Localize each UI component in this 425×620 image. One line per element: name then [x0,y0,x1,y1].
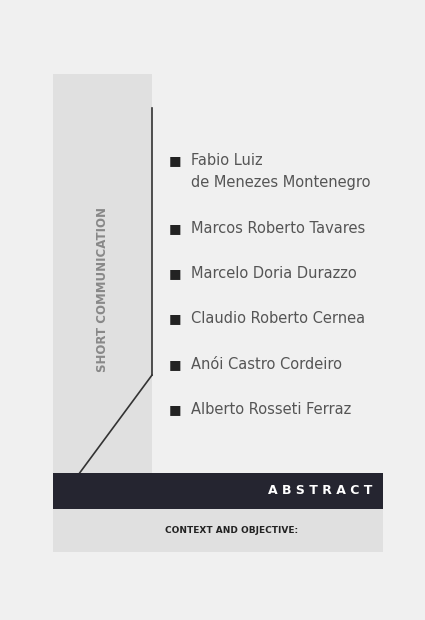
Text: Fabio Luiz: Fabio Luiz [191,153,263,168]
Text: Marcelo Doria Durazzo: Marcelo Doria Durazzo [191,266,357,281]
Text: SHORT COMMUNICATION: SHORT COMMUNICATION [96,206,109,372]
Text: Anói Castro Cordeiro: Anói Castro Cordeiro [191,356,343,371]
Text: ■: ■ [168,403,181,416]
Text: CONTEXT AND OBJECTIVE:: CONTEXT AND OBJECTIVE: [165,526,298,535]
Text: ■: ■ [168,358,181,371]
Text: A B S T R A C T: A B S T R A C T [268,484,373,497]
Bar [53,74,152,552]
Text: Alberto Rosseti Ferraz: Alberto Rosseti Ferraz [191,402,352,417]
Bar [53,473,382,509]
Text: Claudio Roberto Cernea: Claudio Roberto Cernea [191,311,366,326]
Bar [53,509,382,552]
Text: ■: ■ [168,221,181,234]
Text: Marcos Roberto Tavares: Marcos Roberto Tavares [191,221,366,236]
Text: ■: ■ [168,267,181,280]
Text: ■: ■ [168,312,181,326]
Text: ■: ■ [168,154,181,167]
Text: de Menezes Montenegro: de Menezes Montenegro [191,175,371,190]
